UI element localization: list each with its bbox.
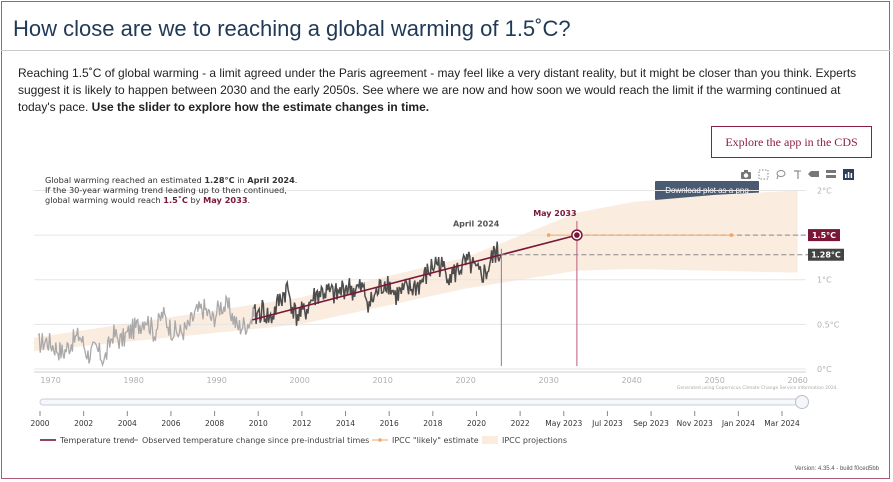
title-divider [1, 50, 890, 51]
reset-axes-icon[interactable] [791, 168, 803, 180]
plot-toolbar [740, 168, 854, 182]
explore-cds-button[interactable]: Explore the app in the CDS [711, 126, 872, 158]
camera-icon[interactable] [740, 168, 752, 180]
intro-paragraph: Reaching 1.5˚C of global warming - a lim… [18, 65, 868, 116]
lasso-icon[interactable] [774, 168, 786, 180]
intro-instruction: Use the slider to explore how the estima… [91, 100, 430, 114]
select-box-icon[interactable] [757, 168, 769, 180]
version-label: Version: 4.35.4 - build f0ced5bb [794, 466, 879, 472]
intro-text: Reaching 1.5˚C of global warming - a lim… [18, 66, 857, 114]
hover-compare-icon[interactable] [825, 168, 837, 180]
hover-closest-icon[interactable] [808, 168, 820, 180]
page-title: How close are we to reaching a global wa… [13, 16, 571, 41]
plotly-logo-icon[interactable] [842, 168, 854, 180]
download-tooltip: Download plot as a png [655, 181, 759, 200]
